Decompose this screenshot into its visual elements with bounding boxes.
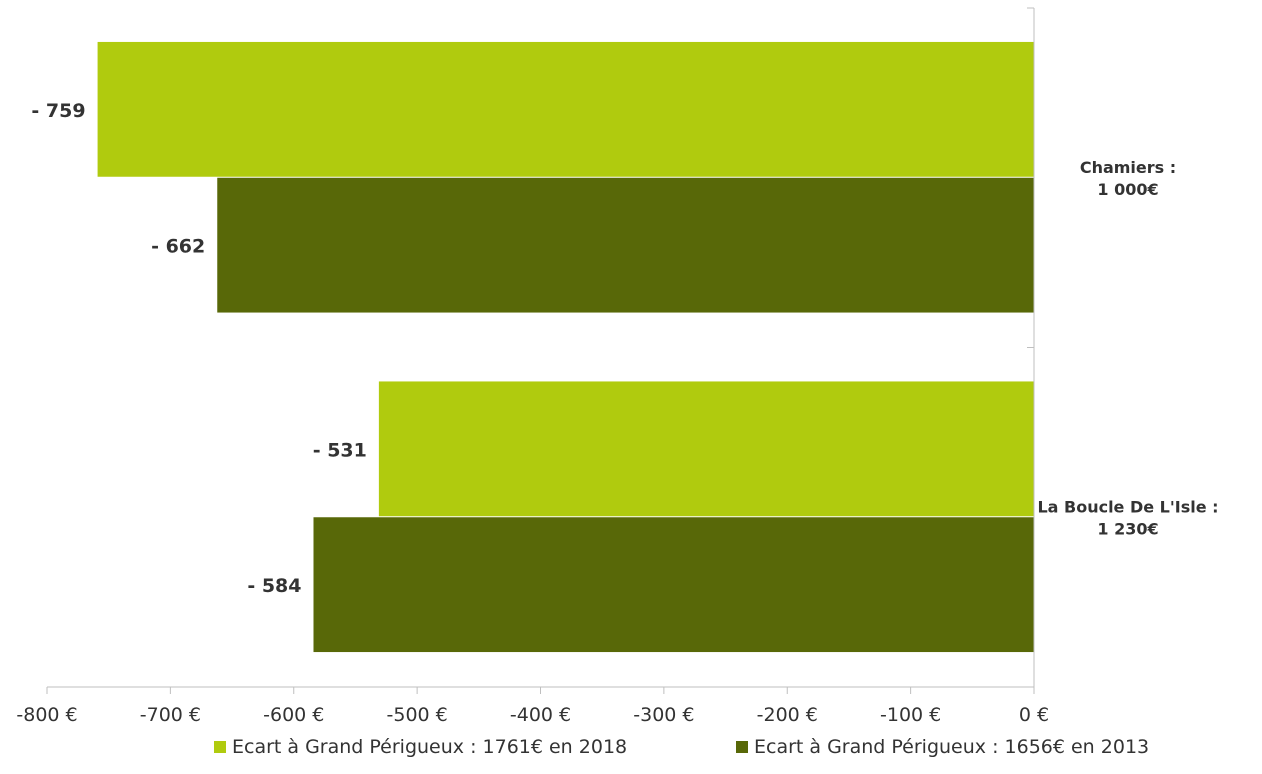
x-tick-label-0: -800 €: [16, 704, 77, 726]
x-tick-label-5: -300 €: [633, 704, 694, 726]
category-label-0: Chamiers :1 000€: [1080, 158, 1176, 199]
data-label-2018-1: - 531: [313, 439, 367, 461]
category-label-1: La Boucle De L'Isle :1 230€: [1037, 497, 1218, 538]
bar-2013-1: [313, 517, 1034, 653]
x-tick-label-1: -700 €: [140, 704, 201, 726]
x-tick-label-6: -200 €: [757, 704, 818, 726]
labels-group: - 759 - 662 Chamiers :1 000€ - 531 - 584 La B…: [31, 100, 1218, 597]
legend-item-2013: Ecart à Grand Périgueux : 1656€ en 2013: [736, 736, 1149, 758]
bars-group: [97, 41, 1035, 653]
legend-label-2018: Ecart à Grand Périgueux : 1761€ en 2018: [232, 736, 628, 758]
bar-2013-0: [217, 177, 1034, 313]
legend-swatch-2018: [214, 741, 226, 753]
bar-chart: -800 € -700 € -600 € -500 € -400 € -300 € -200…: [16, 7, 1219, 726]
legend-swatch-2013: [736, 741, 748, 753]
data-label-2018-0: - 759: [31, 100, 85, 122]
data-label-2013-0: - 662: [151, 236, 205, 258]
legend-item-2018: Ecart à Grand Périgueux : 1761€ en 2018: [214, 736, 627, 758]
legend: Ecart à Grand Périgueux : 1761€ en 2018 …: [0, 736, 1262, 766]
x-tick-label-4: -400 €: [510, 704, 571, 726]
x-tick-label-7: -100 €: [880, 704, 941, 726]
axes-group: -800 € -700 € -600 € -500 € -400 € -300 € -200…: [16, 7, 1049, 726]
x-tick-label-8: 0 €: [1019, 704, 1049, 726]
bar-2018-0: [97, 41, 1035, 177]
data-label-2013-1: - 584: [247, 575, 301, 597]
x-tick-label-2: -600 €: [263, 704, 324, 726]
x-tick-label-3: -500 €: [387, 704, 448, 726]
bar-2018-1: [378, 381, 1034, 517]
legend-label-2013: Ecart à Grand Périgueux : 1656€ en 2013: [754, 736, 1150, 758]
